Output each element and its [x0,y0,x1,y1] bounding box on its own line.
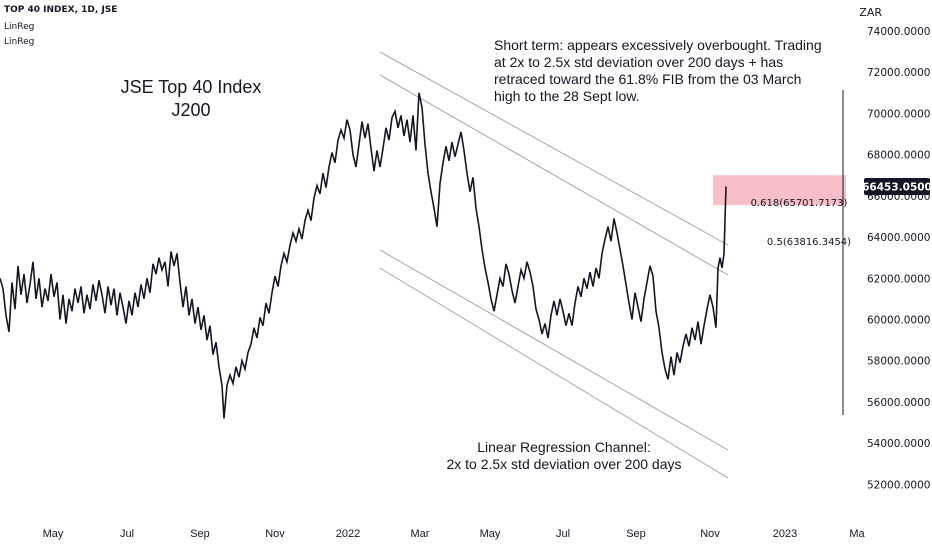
channel-line [379,51,729,246]
y-tick-label: 58000.0000 [867,356,930,368]
x-tick-label: 2023 [773,528,797,540]
x-axis-ticks: May Jul Sep Nov 2022 Mar May Jul Sep Nov 2023 Ma [43,528,866,540]
x-tick-label: Mar [411,528,430,540]
chart-title: JSE Top 40 Index [121,77,262,97]
fib-levels: 0.618(65701.7173) 0.5(63816.3454) [713,175,851,248]
y-tick-label: 64000.0000 [867,232,930,244]
annotation-bottom: Linear Regression Channel: 2x to 2.5x st… [446,439,681,472]
y-axis-ticks: 74000.0000 72000.0000 70000.0000 68000.0000… [867,26,930,491]
annotation-top: Short term: appears excessively overboug… [494,37,822,104]
y-tick-label: 68000.0000 [867,150,930,162]
x-tick-label: Nov [265,528,285,540]
fib-level-label: 0.5(63816.3454) [767,237,851,248]
fib-highlight-box [713,175,846,206]
currency-label: ZAR [859,6,882,19]
annotation-top-line: high to the 28 Sept low. [494,88,640,104]
indicator-label[interactable]: LinReg [4,37,35,47]
x-tick-label: Nov [700,528,720,540]
y-tick-label: 60000.0000 [867,314,930,326]
channel-line [379,267,729,479]
x-tick-label: Jul [556,528,570,540]
y-tick-label: 54000.0000 [867,438,930,450]
y-tick-label: 56000.0000 [867,397,930,409]
last-price-tag: 66453.0500 [862,177,932,195]
annotation-top-line: retraced toward the 61.8% FIB from the 0… [494,71,801,87]
x-tick-label: Ma [849,528,865,540]
annotation-bottom-line: 2x to 2.5x std deviation over 200 days [446,456,681,472]
x-tick-label: Sep [626,528,646,540]
fib-level-label: 0.618(65701.7173) [751,198,848,209]
annotation-top-line: Short term: appears excessively overboug… [494,37,822,53]
y-tick-label: 72000.0000 [867,67,930,79]
y-tick-label: 52000.0000 [867,479,930,491]
indicator-label[interactable]: LinReg [4,22,35,32]
channel-line [379,249,729,451]
x-tick-label: Jul [120,528,134,540]
x-tick-label: Sep [190,528,210,540]
x-tick-label: May [480,528,501,540]
channel-line [379,74,729,276]
y-tick-label: 70000.0000 [867,108,930,120]
annotation-bottom-line: Linear Regression Channel: [477,439,651,455]
x-tick-label: 2022 [336,528,360,540]
symbol-header: TOP 40 INDEX, 1D, JSE [4,5,118,15]
price-series-line [0,92,727,419]
annotation-top-line: at 2x to 2.5x std deviation over 200 day… [494,54,783,70]
x-tick-label: May [43,528,64,540]
last-price-label: 66453.0500 [862,181,932,193]
channel-lines [379,51,729,479]
y-tick-label: 74000.0000 [867,26,930,38]
y-tick-label: 62000.0000 [867,273,930,285]
chart-subtitle: J200 [171,100,210,120]
